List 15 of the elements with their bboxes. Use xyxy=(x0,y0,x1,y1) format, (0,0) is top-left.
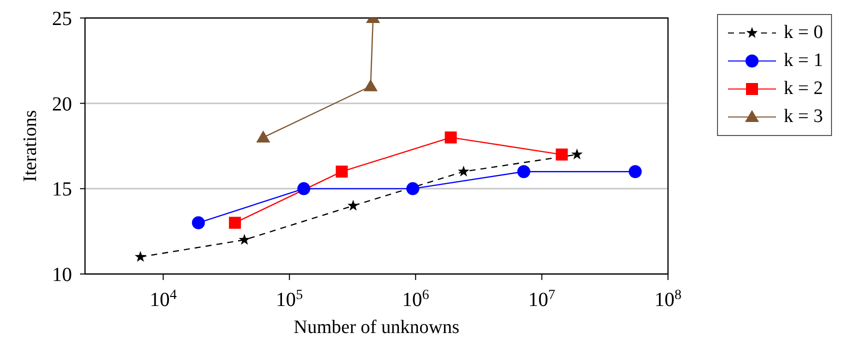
legend-label: k = 1 xyxy=(784,50,823,72)
y-tick-label: 10 xyxy=(52,264,72,286)
y-tick-label: 25 xyxy=(52,8,72,30)
x-axis-title: Number of unknowns xyxy=(294,317,460,338)
x-tick-label: 10$^{8}$ xyxy=(654,288,682,311)
x-tick-label: 10$^{7}$ xyxy=(528,288,556,311)
y-tick-label: 15 xyxy=(52,178,72,201)
x-tick-label: 10$^{6}$ xyxy=(402,288,430,311)
legend-label: k = 0 xyxy=(784,22,823,44)
x-tick-label: 10$^{5}$ xyxy=(276,288,303,311)
y-tick-label: 20 xyxy=(52,93,72,116)
legend-label: k = 2 xyxy=(784,78,823,100)
legend-label: k = 3 xyxy=(784,106,823,128)
x-tick-label: 10$^{4}$ xyxy=(150,288,177,311)
y-axis-title: Iterations xyxy=(20,110,41,182)
